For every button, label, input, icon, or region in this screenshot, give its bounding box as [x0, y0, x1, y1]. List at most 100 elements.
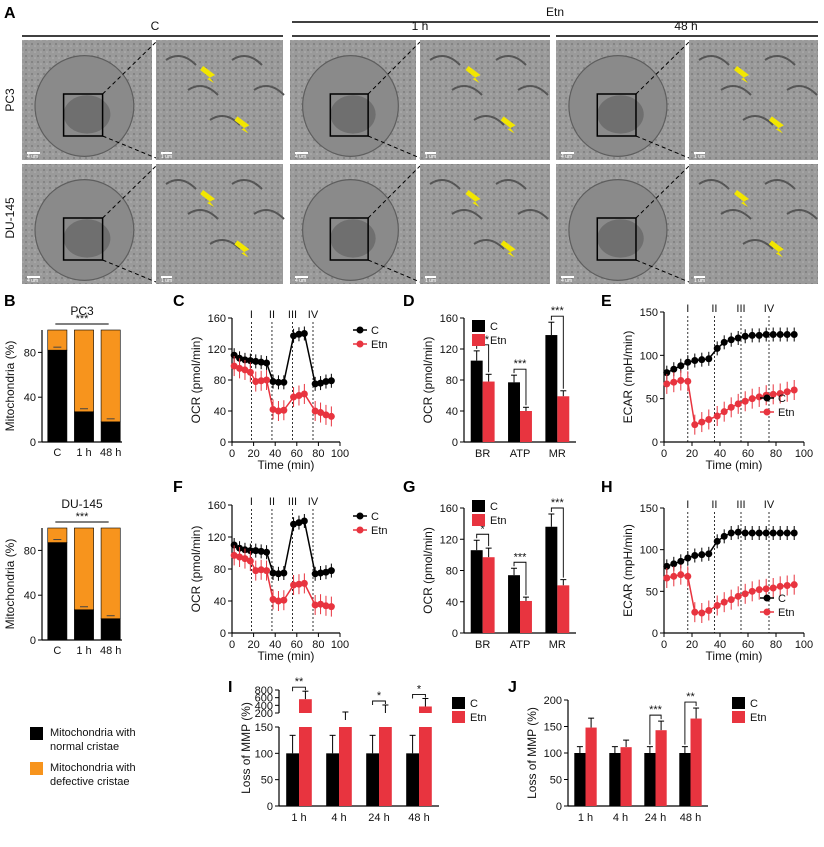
chart-j-bar-etn-3 [690, 718, 702, 806]
chart-h-xtick-label: 20 [686, 639, 698, 651]
panel-letter-e: E [601, 293, 612, 310]
chart-c-series-etn-point [290, 393, 298, 401]
chart-f-series-etn-point [290, 581, 298, 589]
chart-i-bar-etn-1 [339, 727, 352, 806]
micrograph-r1-c5-scale-label: 4 um [561, 154, 572, 160]
chart-f-series-etn-point [257, 566, 265, 574]
chart-f-series-etn-point [280, 596, 288, 604]
chart-d-bar-c-2 [545, 335, 558, 442]
chart-h-series-etn-point [684, 572, 692, 580]
chart-c-xtick-label: 80 [312, 448, 324, 460]
micrograph-r1-c6-mito-4 [786, 85, 818, 96]
micrograph-r1-c1-zoom-line-bottom [102, 135, 157, 159]
micrograph-r2-c4-mito-1 [451, 209, 483, 220]
chart-g-bar-c-0 [470, 550, 483, 633]
chart-g-sig-label-2: *** [551, 497, 565, 509]
chart-b-pc3-y-label: Mitochondria (%) [3, 341, 17, 432]
chart-i-legend-swatch-c [452, 697, 465, 709]
chart-c-series-c-point [295, 330, 303, 338]
chart-c-ytick-label: 80 [214, 375, 226, 387]
chart-f-series-etn-point [300, 579, 308, 587]
micrograph-r1-c2-scale-label: 1 um [161, 154, 172, 160]
chart-c-xtick-label: 40 [269, 448, 281, 460]
chart-e-series-c-point [684, 358, 692, 366]
chart-h-ytick-label: 150 [640, 503, 658, 515]
chart-h-series-c-point [790, 529, 798, 537]
chart-f-ytick-label: 160 [208, 500, 226, 512]
chart-e-series-etn-point [705, 415, 713, 423]
chart-b-pc3-bar-normal-1 [74, 411, 94, 443]
micrograph-r2-c5-zoom-line-bottom [635, 259, 690, 283]
chart-c-injection-label: III [288, 309, 297, 321]
chart-h-legend-marker-c [763, 594, 771, 602]
micrograph-r2-c3-nucleus [330, 219, 376, 258]
legend-swatch-normal [30, 727, 43, 740]
chart-h-series-etn-point [790, 581, 798, 589]
chart-h-series-c-point [698, 551, 706, 559]
chart-b-pc3-title: PC3 [70, 304, 94, 318]
chart-b-du145-bar-defective-1 [74, 527, 94, 611]
chart-j-xtick-label: 1 h [578, 812, 593, 824]
chart-f-series-etn-point [311, 601, 319, 609]
chart-j-ytick-label: 200 [544, 695, 562, 707]
chart-h-ytick-label: 0 [652, 628, 658, 640]
chart-h-series-etn-point [691, 608, 699, 616]
micrograph-r1-c1-zoom-box [62, 93, 104, 137]
chart-f-injection-label: III [288, 496, 297, 508]
chart-h-injection-label: III [736, 499, 745, 511]
chart-f-ytick-label: 40 [214, 596, 226, 608]
chart-i-sig-label-3: * [417, 683, 422, 695]
chart-f-xtick-label: 60 [291, 639, 303, 651]
chart-c-series-etn-point [280, 406, 288, 414]
chart-j-ytick-label: 50 [550, 775, 562, 787]
chart-c-series-etn-point [263, 376, 271, 384]
chart-g-sig-bracket-0 [476, 533, 490, 547]
chart-j-ytick-label: 0 [556, 801, 562, 813]
chart-b-pc3-bar-normal-2 [100, 421, 121, 443]
chart-e-xtick-label: 100 [795, 448, 813, 460]
chart-e-series-c-point [762, 331, 770, 339]
legend-normal-line1: Mitochondria with [50, 727, 136, 739]
chart-c-series-c-point [311, 380, 319, 388]
chart-f-xtick-label: 100 [331, 639, 349, 651]
chart-h-ytick-label: 100 [640, 545, 658, 557]
legend-defective-line1: Mitochondria with [50, 762, 136, 774]
chart-j-legend-swatch-etn [732, 711, 745, 723]
chart-i-bar-c-0 [286, 753, 299, 806]
chart-b-du145-xtick-label: C [53, 645, 61, 657]
chart-b-du145-bar-normal-1 [74, 609, 94, 641]
chart-c-series-c-point [246, 357, 254, 365]
panel-letter-d: D [403, 293, 415, 310]
chart-e-series-etn-point [684, 377, 692, 385]
chart-j-ytick-label: 150 [544, 722, 562, 734]
micrograph-r2-c4-arrow-0 [465, 190, 481, 207]
chart-i-xtick-label: 1 h [291, 812, 306, 824]
row-label-pc3: PC3 [3, 88, 17, 112]
chart-c-injection-label: II [269, 309, 275, 321]
chart-b-pc3-bar-defective-1 [74, 329, 94, 413]
micrograph-r1-c5-zoom-line-top [635, 41, 690, 95]
chart-f-ytick-label: 120 [208, 532, 226, 544]
chart-h-series-c-point [762, 529, 770, 537]
micrograph-r1-c5-zoom-line-bottom [635, 135, 690, 159]
chart-i-ytick-label: 200 [255, 708, 273, 720]
chart-e-legend-label-c: C [778, 393, 786, 405]
chart-j-bar-c-3 [679, 753, 691, 806]
chart-c-xtick-label: 20 [247, 448, 259, 460]
chart-g-xtick-label: MR [549, 639, 566, 651]
panel-letter-b: B [4, 293, 16, 310]
chart-f-series-c-point [246, 547, 254, 555]
chart-i-xtick-label: 4 h [331, 812, 346, 824]
chart-f-x-label: Time (min) [258, 649, 315, 663]
chart-f-injection-label: II [269, 496, 275, 508]
chart-j-xtick-label: 48 h [680, 812, 701, 824]
panel-letter-h: H [601, 479, 613, 496]
chart-e-ytick-label: 0 [652, 437, 658, 449]
micrograph-r2-c2-scale-label: 1 um [161, 278, 172, 284]
chart-h-injection-label: I [686, 499, 689, 511]
micrograph-r1-c6-scale-label: 1 um [694, 154, 705, 160]
micrograph-r1-c4-arrow-1 [500, 116, 516, 134]
chart-f-series-etn-point [246, 557, 254, 565]
chart-i-legend-label-c: C [470, 698, 478, 710]
chart-c-series-c-point [280, 378, 288, 386]
